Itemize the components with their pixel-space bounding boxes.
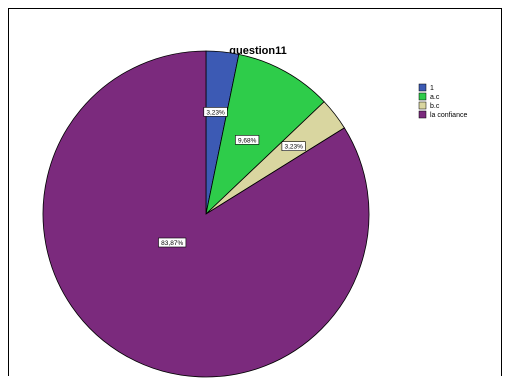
legend-swatch-3	[418, 110, 427, 119]
pie-label-3: 83,87%	[158, 237, 187, 248]
pie-percent-labels: 3,23% 9,68% 3,23% 83,87%	[158, 107, 306, 248]
legend-swatch-1	[418, 92, 427, 101]
pie-slices	[42, 50, 370, 378]
pie-label-0: 3,23%	[203, 107, 228, 117]
svg-text:83,87%: 83,87%	[161, 240, 183, 247]
legend-swatch-2	[418, 101, 427, 110]
svg-text:9,68%: 9,68%	[238, 137, 257, 144]
pie-slice-3	[42, 50, 370, 378]
legend-label-2: b.c	[430, 103, 440, 110]
legend-swatch-0	[418, 83, 427, 92]
pie-label-2: 3,23%	[281, 141, 306, 151]
legend-label-0: 1	[430, 85, 434, 92]
legend-label-1: a.c	[430, 94, 440, 101]
chart-title: question11	[229, 45, 286, 57]
pie-label-1: 9,68%	[235, 135, 260, 145]
legend-label-3: la confiance	[430, 112, 467, 119]
pie-slice-1	[205, 53, 325, 216]
svg-text:3,23%: 3,23%	[206, 109, 225, 116]
legend: 1 a.c b.c la confiance	[418, 83, 467, 119]
svg-text:3,23%: 3,23%	[284, 144, 303, 151]
